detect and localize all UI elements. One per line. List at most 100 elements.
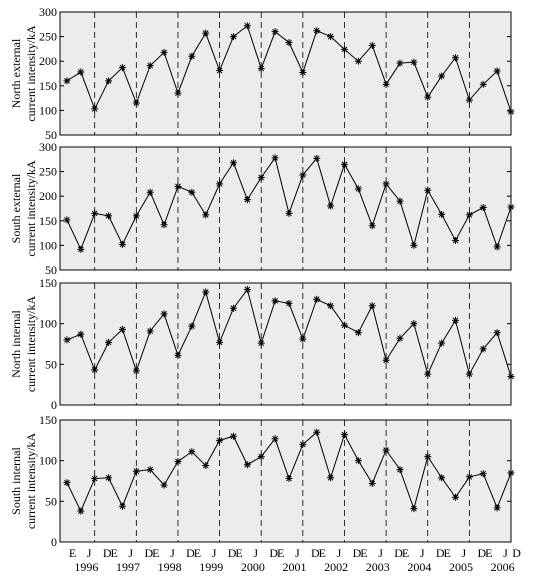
marker bbox=[132, 212, 140, 220]
x-tick-label: D bbox=[269, 546, 278, 560]
x-tick-label: D bbox=[311, 546, 320, 560]
marker bbox=[354, 457, 362, 465]
plot-area bbox=[60, 147, 511, 270]
marker bbox=[285, 39, 293, 47]
marker bbox=[216, 180, 224, 188]
marker bbox=[91, 209, 99, 217]
marker bbox=[424, 93, 432, 101]
marker bbox=[340, 45, 348, 53]
marker bbox=[105, 212, 113, 220]
marker bbox=[202, 288, 210, 296]
x-tick-label: J bbox=[503, 546, 508, 560]
marker bbox=[174, 351, 182, 359]
marker bbox=[299, 171, 307, 179]
y-axis-label: current intensity/kA bbox=[24, 433, 38, 530]
marker bbox=[465, 211, 473, 219]
marker bbox=[340, 160, 348, 168]
marker bbox=[229, 33, 237, 41]
marker bbox=[271, 28, 279, 36]
marker bbox=[243, 196, 251, 204]
y-tick-label: 150 bbox=[39, 276, 57, 290]
marker bbox=[271, 297, 279, 305]
y-axis-label: North external bbox=[9, 38, 23, 108]
y-tick-label: 150 bbox=[39, 79, 57, 93]
marker bbox=[216, 67, 224, 75]
marker bbox=[313, 27, 321, 35]
marker bbox=[438, 72, 446, 80]
marker bbox=[77, 507, 85, 515]
year-label: 2006 bbox=[491, 560, 515, 574]
marker bbox=[368, 479, 376, 487]
marker bbox=[132, 367, 140, 375]
x-tick-label: D bbox=[103, 546, 112, 560]
marker bbox=[327, 474, 335, 482]
marker bbox=[146, 188, 154, 196]
x-tick-label: J bbox=[253, 546, 258, 560]
marker bbox=[396, 59, 404, 67]
y-axis-label: current intensity/kA bbox=[24, 296, 38, 393]
marker bbox=[91, 475, 99, 483]
marker bbox=[271, 435, 279, 443]
plot-area bbox=[60, 12, 511, 135]
x-tick-label: E bbox=[152, 546, 159, 560]
marker bbox=[188, 448, 196, 456]
marker bbox=[132, 99, 140, 107]
marker bbox=[229, 432, 237, 440]
marker bbox=[340, 321, 348, 329]
y-tick-label: 50 bbox=[45, 494, 57, 508]
marker bbox=[410, 58, 418, 66]
plot-frame bbox=[59, 11, 512, 136]
y-tick-label: 100 bbox=[39, 454, 57, 468]
year-label: 2001 bbox=[283, 560, 307, 574]
x-tick-label: E bbox=[277, 546, 284, 560]
marker bbox=[327, 33, 335, 41]
marker bbox=[354, 329, 362, 337]
year-label: 1998 bbox=[158, 560, 182, 574]
marker bbox=[368, 41, 376, 49]
marker bbox=[313, 428, 321, 436]
marker bbox=[146, 327, 154, 335]
x-tick-label: D bbox=[144, 546, 153, 560]
marker bbox=[63, 479, 71, 487]
x-tick-label: J bbox=[170, 546, 175, 560]
y-tick-label: 150 bbox=[39, 413, 57, 427]
year-label: 2005 bbox=[449, 560, 473, 574]
x-tick-label: J bbox=[337, 546, 342, 560]
marker bbox=[354, 185, 362, 193]
marker bbox=[368, 222, 376, 230]
x-tick-label: D bbox=[394, 546, 403, 560]
marker bbox=[91, 366, 99, 374]
x-tick-label: E bbox=[402, 546, 409, 560]
marker bbox=[382, 80, 390, 88]
marker bbox=[257, 339, 265, 347]
x-tick-label: D bbox=[186, 546, 195, 560]
x-tick-label: J bbox=[87, 546, 92, 560]
year-label: 2003 bbox=[366, 560, 390, 574]
x-tick-label: E bbox=[194, 546, 201, 560]
y-tick-label: 150 bbox=[39, 214, 57, 228]
marker bbox=[493, 504, 501, 512]
marker bbox=[160, 221, 168, 229]
year-label: 1996 bbox=[74, 560, 98, 574]
x-tick-label: D bbox=[512, 546, 521, 560]
marker bbox=[299, 440, 307, 448]
x-tick-label: J bbox=[128, 546, 133, 560]
marker bbox=[174, 89, 182, 97]
marker bbox=[451, 316, 459, 324]
marker bbox=[465, 96, 473, 104]
marker bbox=[451, 493, 459, 501]
marker bbox=[382, 180, 390, 188]
x-tick-label: E bbox=[235, 546, 242, 560]
marker bbox=[313, 295, 321, 303]
marker bbox=[257, 65, 265, 73]
marker bbox=[105, 474, 113, 482]
plot-frame bbox=[59, 419, 512, 543]
y-axis-label: South external bbox=[9, 173, 23, 243]
y-tick-label: 50 bbox=[45, 128, 57, 142]
y-axis-label: North internal bbox=[9, 310, 23, 378]
marker bbox=[188, 52, 196, 60]
marker bbox=[202, 462, 210, 470]
year-label: 2000 bbox=[241, 560, 265, 574]
marker bbox=[299, 69, 307, 77]
marker bbox=[77, 68, 85, 76]
